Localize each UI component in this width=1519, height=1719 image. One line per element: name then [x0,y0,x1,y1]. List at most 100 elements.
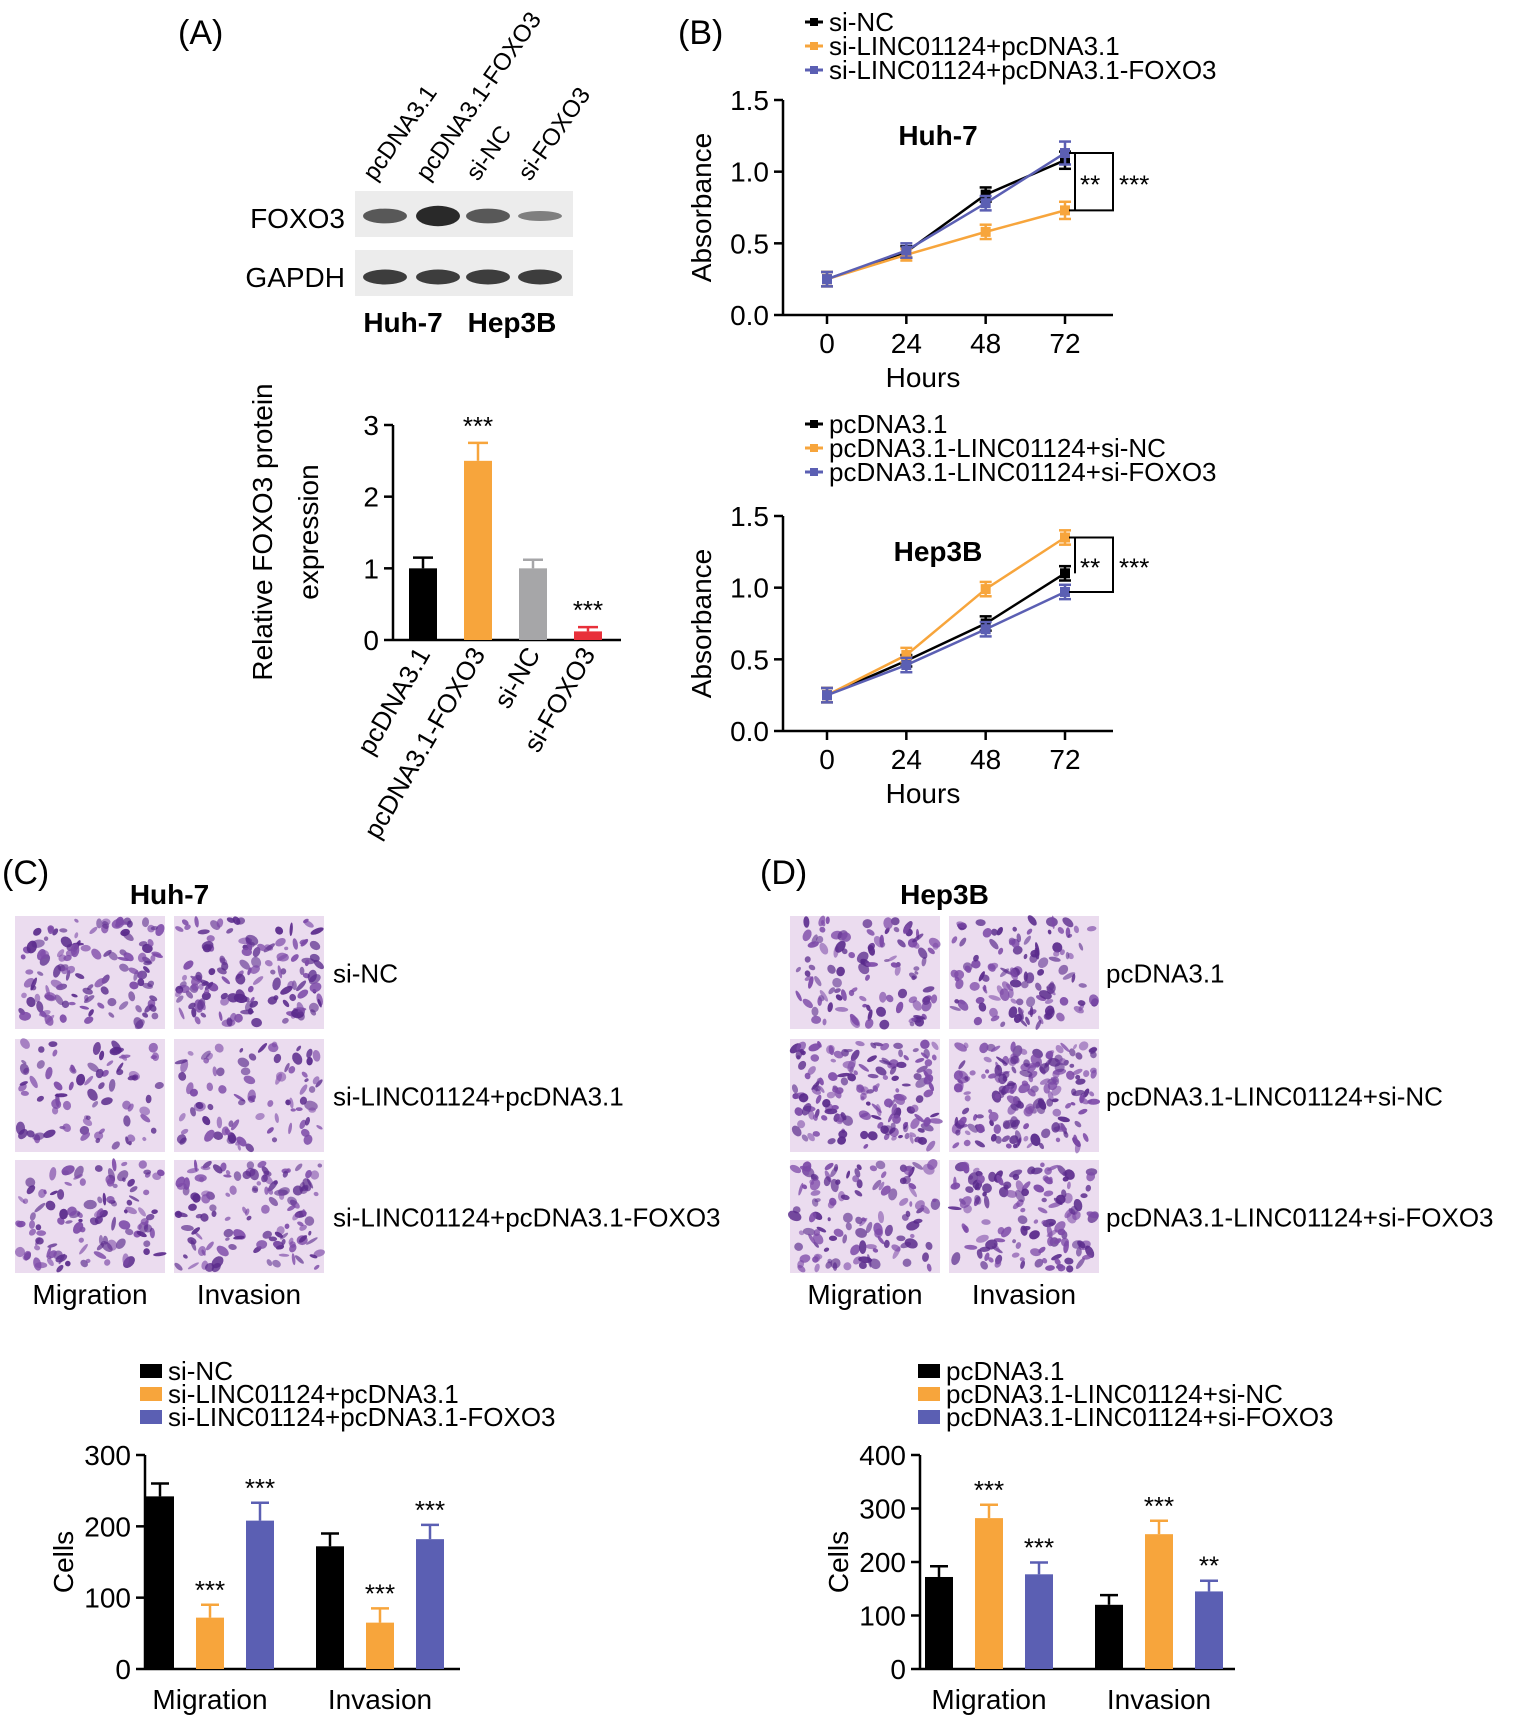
significance-label: *** [1024,1533,1054,1563]
stained-cell [1074,1120,1082,1128]
stained-cell [825,916,830,925]
stained-cell [837,1072,851,1078]
stained-cell [1060,1042,1070,1053]
stained-cell [201,991,211,1001]
stained-cell [138,941,148,947]
stained-cell [1042,1257,1048,1264]
stained-cell [885,994,894,1003]
stained-cell [862,1003,868,1008]
stained-cell [122,1177,126,1182]
stained-cell [1072,1089,1085,1097]
stained-cell [899,1197,909,1206]
stained-cell [826,1091,836,1099]
stained-cell [143,1169,152,1175]
legend-swatch-marker [810,42,818,50]
significance-label-inner: ** [1080,553,1100,583]
stained-cell [988,995,1001,1001]
stained-cell [1071,1240,1082,1249]
stained-cell [909,1201,913,1207]
stained-cell [224,1216,231,1221]
stained-cell [309,940,321,951]
stained-cell [47,926,54,934]
stained-cell [996,1056,1008,1065]
y-tick-label: 1.5 [730,85,769,116]
stained-cell [237,1144,241,1151]
stained-cell [875,1160,886,1170]
stained-cell [1026,1142,1034,1149]
bar [464,460,492,640]
stained-cell [197,998,206,1011]
stained-cell [80,944,91,952]
stained-cell [121,1161,128,1167]
stained-cell [910,1104,919,1113]
stained-cell [19,1081,28,1086]
stained-cell [306,1048,313,1059]
stained-cell [247,985,254,993]
stained-cell [312,1049,321,1062]
stained-cell [983,984,987,992]
stained-cell [799,1165,811,1172]
y-tick-label: 0.5 [730,228,769,259]
series-line [826,590,1066,697]
bar [246,1520,274,1669]
stained-cell [45,1200,56,1211]
stained-cell [246,1215,252,1221]
data-point [1060,205,1070,216]
stained-cell [1027,1088,1036,1097]
stained-cell [99,1050,105,1061]
stained-cell [872,1083,880,1091]
stained-cell [128,967,139,975]
stained-cell [794,1107,803,1116]
stained-cell [1022,1225,1031,1231]
stained-cell [847,1058,856,1072]
stained-cell [1075,1257,1085,1269]
stained-cell [257,1043,268,1053]
stained-cell [126,1199,133,1206]
stained-cell [308,1107,317,1113]
stained-cell [133,1017,144,1029]
stained-cell [125,1228,134,1236]
stained-cell [122,1253,130,1266]
stained-cell [221,962,229,971]
stained-cell [798,1060,807,1070]
significance-label: *** [415,1495,445,1525]
stained-cell [880,1043,890,1051]
stained-cell [808,1043,821,1052]
stained-cell [97,1002,105,1009]
stained-cell [284,946,289,951]
stained-cell [930,1112,940,1118]
stained-cell [101,1097,113,1106]
stained-cell [912,933,924,943]
stained-cell [149,1004,157,1012]
stained-cell [292,1212,300,1221]
stained-cell [811,1015,822,1024]
stained-cell [1075,1052,1083,1060]
stained-cell [835,940,846,953]
stained-cell [292,938,298,950]
stained-cell [228,1244,237,1250]
stained-cell [20,954,26,960]
stained-cell [1025,1016,1030,1025]
stained-cell [122,931,134,942]
stained-cell [862,919,873,929]
stained-cell [147,980,155,988]
stained-cell [98,1235,104,1245]
stained-cell [216,918,224,928]
legend-label: pcDNA3.1-LINC01124+si-FOXO3 [946,1402,1334,1432]
stained-cell [1043,1190,1054,1197]
stained-cell [1057,1116,1070,1123]
stained-cell [967,1172,979,1185]
stained-cell [912,942,920,949]
stained-cell [976,1249,983,1259]
stained-cell [291,1253,296,1266]
stained-cell [860,1130,869,1140]
stained-cell [832,977,842,988]
stained-cell [1029,954,1038,963]
stained-cell [1090,1067,1097,1074]
stained-cell [795,990,802,1002]
bar [925,1576,953,1669]
stained-cell [840,1077,849,1086]
stained-cell [1009,1169,1023,1178]
stained-cell [180,1128,189,1135]
